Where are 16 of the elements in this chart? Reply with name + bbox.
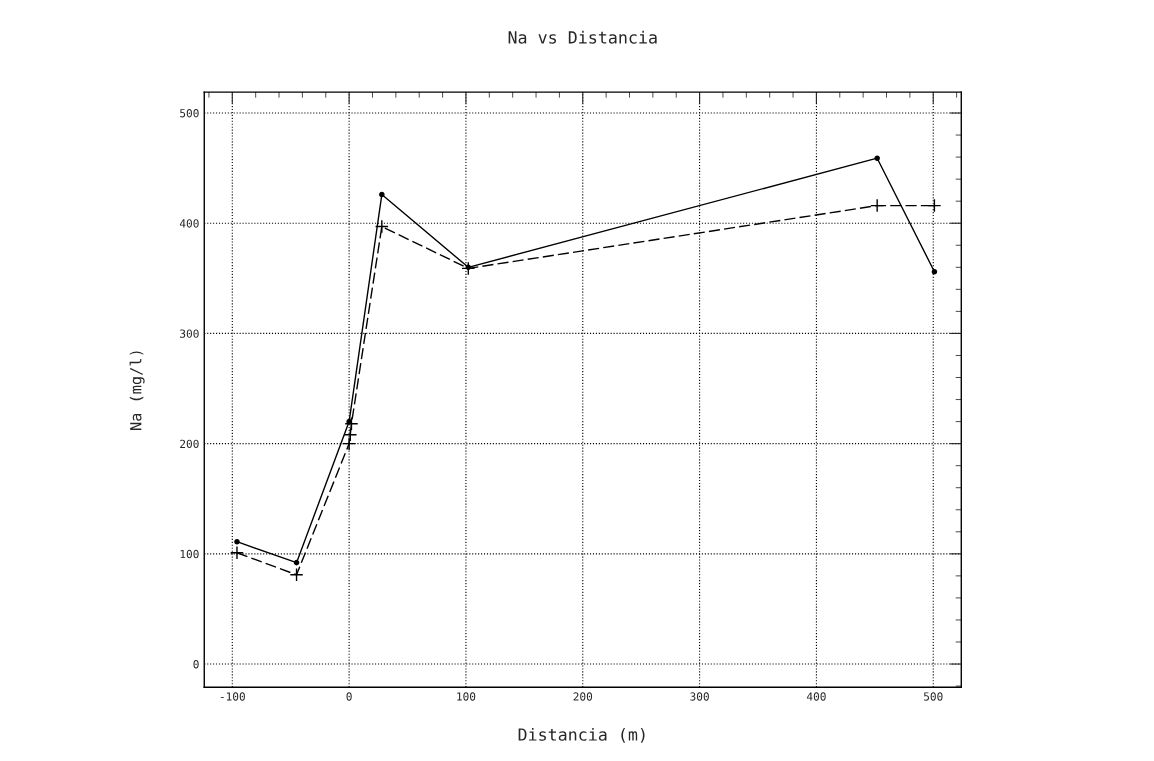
x-tick-label: 0 bbox=[346, 692, 352, 701]
y-tick-label: 400 bbox=[179, 219, 199, 228]
x-tick-label: 200 bbox=[573, 692, 593, 701]
x-tick-label: -100 bbox=[220, 692, 245, 701]
x-tick-label: 500 bbox=[923, 692, 943, 701]
y-tick-label: 200 bbox=[180, 439, 199, 449]
chart-title: Na vs Distancia bbox=[508, 30, 657, 44]
x-axis-title: Distancia (m) bbox=[518, 727, 645, 743]
y-tick-label: 100 bbox=[180, 549, 199, 559]
y-axis-title: Na (mg/l) bbox=[129, 351, 145, 430]
x-tick-label: 100 bbox=[457, 692, 476, 701]
y-tick-label: 0 bbox=[193, 660, 199, 669]
x-tick-label: 300 bbox=[690, 692, 709, 701]
y-tick-label: 300 bbox=[180, 329, 199, 338]
x-tick-label: 400 bbox=[806, 692, 826, 701]
y-tick-label: 500 bbox=[180, 109, 199, 118]
